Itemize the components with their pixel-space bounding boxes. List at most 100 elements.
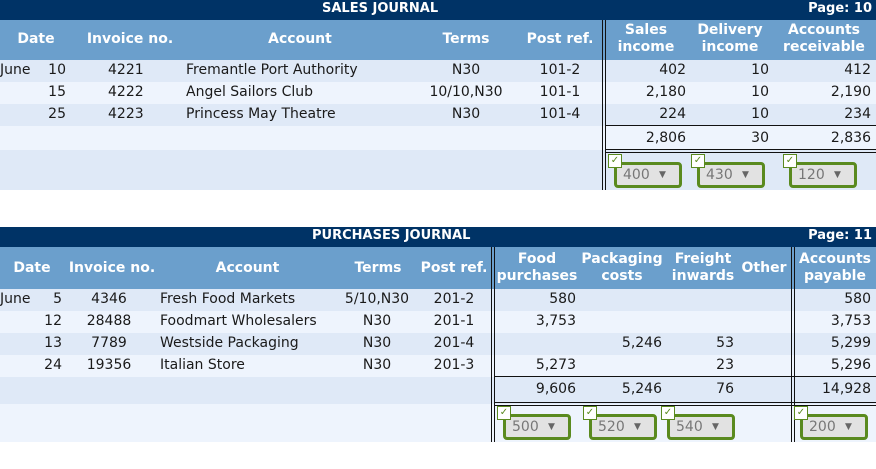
dropdown-box[interactable]: 540 ▼ <box>667 414 735 440</box>
posting-row <box>0 404 876 442</box>
post-ref: 201-3 <box>433 357 475 373</box>
caret-down-icon: ▼ <box>634 422 641 432</box>
totals-row: 9,606 5,246 76 14,928 <box>0 377 876 404</box>
header-line: purchases <box>496 268 578 284</box>
freight-inwards: 53 <box>716 335 734 351</box>
accounts-payable: 5,299 <box>830 335 871 351</box>
dropdown-value: 120 <box>798 167 825 183</box>
purchases-header-row: Date Invoice no. Account Terms Post ref.… <box>0 247 876 289</box>
table-row: 15 4222 Angel Sailors Club 10/10,N30 101… <box>0 82 876 104</box>
date-day: 10 <box>48 62 66 78</box>
sales-journal-title-bar: SALES JOURNAL Page: 10 <box>0 0 876 20</box>
checkmark-icon: ✓ <box>497 406 511 420</box>
totals-row: 2,806 30 2,836 <box>0 126 876 150</box>
total-rule <box>495 402 876 403</box>
invoice-no: 4222 <box>108 84 144 100</box>
col-header-postref: Post ref. <box>526 31 594 47</box>
total-accounts-receivable: 2,836 <box>830 130 871 146</box>
col-header-terms: Terms <box>354 260 402 276</box>
accounts-receivable: 234 <box>844 106 871 122</box>
checkmark-icon: ✓ <box>661 406 675 420</box>
dropdown-box[interactable]: 520 ▼ <box>589 414 657 440</box>
dropdown-box[interactable]: 400 ▼ <box>614 162 682 188</box>
sales-income-account-dropdown[interactable]: 400 ▼ ✓ <box>608 154 682 188</box>
post-ref: 201-4 <box>433 335 475 351</box>
account-name: Westside Packaging <box>160 335 299 351</box>
caret-down-icon: ▼ <box>659 170 666 180</box>
table-row: June 10 4221 Fremantle Port Authority N3… <box>0 60 876 82</box>
col-header-sales-income: Sales income <box>612 22 680 56</box>
caret-down-icon: ▼ <box>712 422 719 432</box>
col-header-other: Other <box>741 260 787 276</box>
total-sales-income: 2,806 <box>645 130 686 146</box>
header-line: Sales <box>624 22 668 38</box>
checkmark-icon: ✓ <box>583 406 597 420</box>
col-header-delivery-income: Delivery income <box>692 22 768 56</box>
divider <box>602 20 603 190</box>
col-header-food-purchases: Food purchases <box>496 251 578 285</box>
total-rule <box>606 149 876 150</box>
packaging-costs-account-dropdown[interactable]: 520 ▼ ✓ <box>583 406 657 440</box>
caret-down-icon: ▼ <box>845 422 852 432</box>
dropdown-box[interactable]: 500 ▼ <box>503 414 571 440</box>
delivery-income: 10 <box>751 84 769 100</box>
date-day: 13 <box>44 335 62 351</box>
accounts-receivable-account-dropdown[interactable]: 120 ▼ ✓ <box>783 154 857 188</box>
packaging-costs: 5,246 <box>621 335 662 351</box>
post-ref: 201-2 <box>433 291 475 307</box>
header-line: Delivery <box>697 22 763 38</box>
header-line: costs <box>601 268 643 284</box>
journal-title: SALES JOURNAL <box>322 1 439 16</box>
header-line: inwards <box>671 268 735 284</box>
dropdown-box[interactable]: 120 ▼ <box>789 162 857 188</box>
account-name: Foodmart Wholesalers <box>160 313 317 329</box>
total-rule <box>495 405 876 406</box>
sales-journal: SALES JOURNAL Page: 10 Date Invoice no. … <box>0 0 876 190</box>
table-row: June 5 4346 Fresh Food Markets 5/10,N30 … <box>0 289 876 311</box>
terms: 5/10,N30 <box>344 291 410 307</box>
dropdown-box[interactable]: 200 ▼ <box>800 414 868 440</box>
header-line: payable <box>804 268 866 284</box>
account-name: Angel Sailors Club <box>186 84 314 100</box>
table-row: 13 7789 Westside Packaging N30 201-4 5,2… <box>0 333 876 355</box>
accounts-payable-account-dropdown[interactable]: 200 ▼ ✓ <box>794 406 868 440</box>
journal-title: PURCHASES JOURNAL <box>312 228 471 243</box>
delivery-income-account-dropdown[interactable]: 430 ▼ ✓ <box>691 154 765 188</box>
food-purchases-account-dropdown[interactable]: 500 ▼ ✓ <box>497 406 571 440</box>
caret-down-icon: ▼ <box>548 422 555 432</box>
divider <box>605 20 606 190</box>
invoice-no: 7789 <box>91 335 127 351</box>
header-line: Accounts <box>798 251 871 267</box>
col-header-date: Date <box>13 260 51 276</box>
account-name: Fresh Food Markets <box>160 291 296 307</box>
col-header-account: Account <box>268 31 332 47</box>
total-food-purchases: 9,606 <box>535 381 576 397</box>
divider <box>494 247 495 442</box>
col-header-invoice: Invoice no. <box>86 31 174 47</box>
dropdown-box[interactable]: 430 ▼ <box>697 162 765 188</box>
sales-income: 2,180 <box>645 84 686 100</box>
account-name: Princess May Theatre <box>186 106 336 122</box>
checkmark-icon: ✓ <box>794 406 808 420</box>
food-purchases: 5,273 <box>535 357 576 373</box>
food-purchases: 3,753 <box>535 313 576 329</box>
col-header-postref: Post ref. <box>420 260 488 276</box>
header-line: Packaging <box>581 251 663 267</box>
dropdown-value: 500 <box>512 419 539 435</box>
col-header-terms: Terms <box>442 31 490 47</box>
terms: N30 <box>362 335 392 351</box>
caret-down-icon: ▼ <box>742 170 749 180</box>
divider <box>491 247 492 442</box>
subtotal-rule <box>606 125 876 126</box>
post-ref: 101-2 <box>539 62 581 78</box>
dropdown-value: 520 <box>598 419 625 435</box>
checkmark-icon: ✓ <box>608 154 622 168</box>
date-day: 25 <box>48 106 66 122</box>
col-header-accounts-payable: Accounts payable <box>796 251 874 285</box>
col-header-date: Date <box>17 31 55 47</box>
table-row: 24 19356 Italian Store N30 201-3 5,273 2… <box>0 355 876 377</box>
accounts-payable: 3,753 <box>830 313 871 329</box>
divider <box>794 247 795 442</box>
food-purchases: 580 <box>549 291 576 307</box>
freight-inwards-account-dropdown[interactable]: 540 ▼ ✓ <box>661 406 735 440</box>
